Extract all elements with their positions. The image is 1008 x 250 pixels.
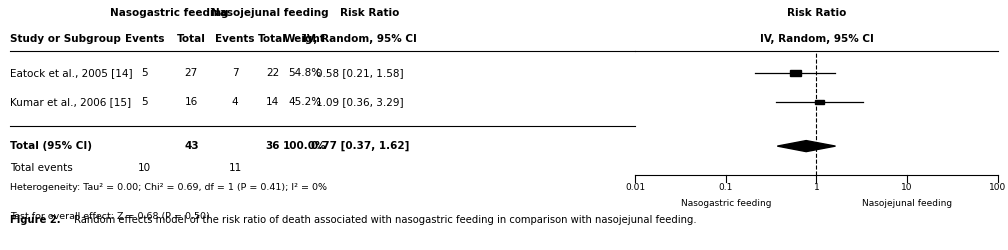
Text: 100.0%: 100.0% <box>283 141 327 151</box>
Polygon shape <box>777 140 836 151</box>
Text: Random effects model of the risk ratio of death associated with nasogastric feed: Random effects model of the risk ratio o… <box>72 215 697 225</box>
Text: Events: Events <box>125 34 164 44</box>
Text: Risk Ratio: Risk Ratio <box>787 8 846 18</box>
Text: Eatock et al., 2005 [14]: Eatock et al., 2005 [14] <box>10 68 133 78</box>
Bar <box>815 100 825 104</box>
Text: 0.77 [0.37, 1.62]: 0.77 [0.37, 1.62] <box>310 141 409 151</box>
Text: Total (95% CI): Total (95% CI) <box>10 141 92 151</box>
Text: 5: 5 <box>141 68 148 78</box>
Text: Kumar et al., 2006 [15]: Kumar et al., 2006 [15] <box>10 97 131 107</box>
Text: Test for overall effect: Z = 0.68 (P = 0.50): Test for overall effect: Z = 0.68 (P = 0… <box>10 212 210 222</box>
Text: 100: 100 <box>989 184 1007 192</box>
Text: IV, Random, 95% CI: IV, Random, 95% CI <box>760 34 873 44</box>
Text: Nasojejunal feeding: Nasojejunal feeding <box>211 8 329 18</box>
Text: 14: 14 <box>266 97 279 107</box>
Text: 45.2%: 45.2% <box>288 97 322 107</box>
Bar <box>789 70 800 76</box>
Text: Risk Ratio: Risk Ratio <box>340 8 399 18</box>
Text: Events: Events <box>216 34 255 44</box>
Text: 54.8%: 54.8% <box>288 68 322 78</box>
Text: 36: 36 <box>265 141 280 151</box>
Text: 0.58 [0.21, 1.58]: 0.58 [0.21, 1.58] <box>317 68 404 78</box>
Text: 1.09 [0.36, 3.29]: 1.09 [0.36, 3.29] <box>317 97 404 107</box>
Text: 11: 11 <box>229 163 242 173</box>
Text: 7: 7 <box>232 68 238 78</box>
Text: 0.01: 0.01 <box>625 184 645 192</box>
Text: 16: 16 <box>184 97 198 107</box>
Text: 5: 5 <box>141 97 148 107</box>
Text: Nasogastric feeding: Nasogastric feeding <box>680 199 771 208</box>
Text: Total: Total <box>258 34 287 44</box>
Text: 27: 27 <box>184 68 198 78</box>
Text: Figure 2.: Figure 2. <box>10 215 60 225</box>
Text: Nasogastric feeding: Nasogastric feeding <box>110 8 229 18</box>
Text: 22: 22 <box>266 68 279 78</box>
Text: 43: 43 <box>184 141 199 151</box>
Text: Study or Subgroup: Study or Subgroup <box>10 34 121 44</box>
Text: Nasojejunal feeding: Nasojejunal feeding <box>862 199 953 208</box>
Text: Total events: Total events <box>10 163 73 173</box>
Text: Weight: Weight <box>284 34 326 44</box>
Text: 4: 4 <box>232 97 238 107</box>
Text: 1: 1 <box>813 184 820 192</box>
Text: 10: 10 <box>901 184 913 192</box>
Text: IV, Random, 95% CI: IV, Random, 95% CI <box>303 34 417 44</box>
Text: 10: 10 <box>138 163 151 173</box>
Text: 0.1: 0.1 <box>719 184 733 192</box>
Text: Heterogeneity: Tau² = 0.00; Chi² = 0.69, df = 1 (P = 0.41); I² = 0%: Heterogeneity: Tau² = 0.00; Chi² = 0.69,… <box>10 182 327 192</box>
Text: Total: Total <box>176 34 206 44</box>
